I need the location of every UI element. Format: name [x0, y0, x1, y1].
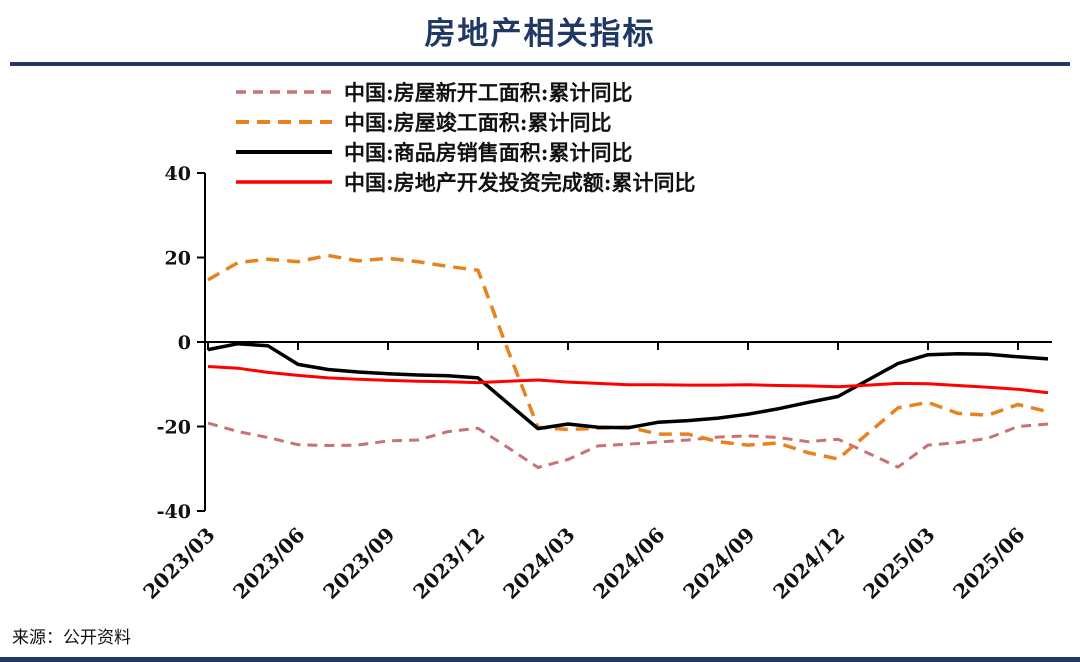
x-tick-label: 2023/09 [318, 523, 399, 604]
y-tick-label: 20 [165, 248, 191, 270]
legend-label-2: 中国:商品房销售面积:累计同比 [344, 140, 633, 165]
x-tick-label: 2024/12 [768, 523, 849, 604]
y-tick-label: 0 [178, 332, 191, 354]
x-tick-label: 2024/06 [588, 523, 669, 604]
series-line-3 [207, 365, 1049, 395]
source-note: 来源：公开资料 [12, 628, 131, 647]
x-tick-label: 2023/03 [138, 523, 219, 604]
x-tick-label: 2024/09 [678, 523, 759, 604]
page-title: 房地产相关指标 [424, 16, 656, 51]
title-divider [10, 62, 1070, 66]
series-line-2 [207, 341, 1049, 431]
legend-label-1: 中国:房屋竣工面积:累计同比 [344, 110, 612, 135]
y-tick-label: -40 [157, 501, 191, 523]
y-tick-label: -20 [157, 417, 191, 439]
x-tick-label: 2025/06 [948, 523, 1029, 604]
x-tick-label: 2023/06 [228, 523, 309, 604]
legend-label-0: 中国:房屋新开工面积:累计同比 [344, 80, 633, 105]
y-tick-label: 40 [165, 163, 191, 185]
bottom-divider [0, 657, 1080, 662]
series-line-0 [207, 421, 1049, 469]
legend-label-3: 中国:房地产开发投资完成额:累计同比 [344, 170, 696, 195]
x-tick-label: 2023/12 [408, 523, 489, 604]
x-tick-label: 2025/03 [858, 523, 939, 604]
x-tick-label: 2024/03 [498, 523, 579, 604]
